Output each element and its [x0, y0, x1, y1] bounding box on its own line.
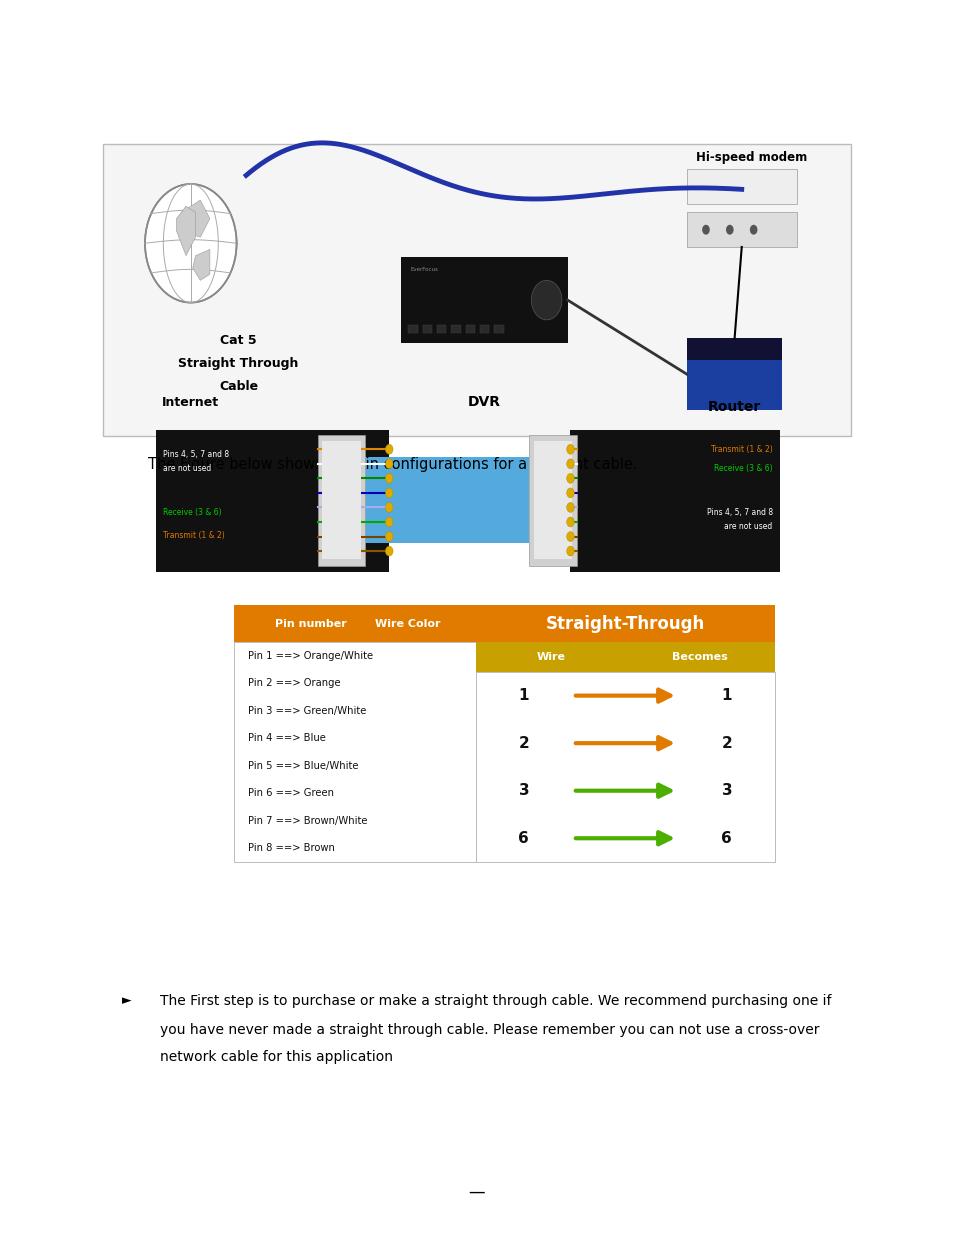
Text: 2: 2 [517, 736, 529, 751]
Text: 3: 3 [518, 783, 529, 798]
Circle shape [749, 225, 757, 235]
FancyBboxPatch shape [233, 605, 476, 642]
Polygon shape [181, 200, 210, 237]
Circle shape [566, 546, 574, 556]
Polygon shape [176, 206, 195, 256]
FancyBboxPatch shape [155, 430, 389, 572]
FancyBboxPatch shape [400, 257, 567, 343]
Circle shape [566, 503, 574, 513]
FancyBboxPatch shape [686, 338, 781, 359]
Text: Hi-speed modem: Hi-speed modem [695, 151, 806, 164]
Circle shape [566, 445, 574, 454]
Polygon shape [193, 249, 210, 280]
Circle shape [701, 225, 709, 235]
FancyBboxPatch shape [534, 441, 572, 559]
Text: you have never made a straight through cable. Please remember you can not use a : you have never made a straight through c… [160, 1023, 819, 1036]
Circle shape [145, 184, 236, 303]
FancyBboxPatch shape [686, 212, 796, 247]
Text: Pin 7 ==> Brown/White: Pin 7 ==> Brown/White [248, 816, 367, 826]
Text: Transmit (1 & 2): Transmit (1 & 2) [710, 445, 772, 453]
Text: Pin 6 ==> Green: Pin 6 ==> Green [248, 788, 334, 798]
Text: Pin 3 ==> Green/White: Pin 3 ==> Green/White [248, 706, 366, 716]
Circle shape [725, 225, 733, 235]
Bar [422, 325, 432, 333]
Text: Wire Color: Wire Color [375, 619, 440, 629]
Text: 1: 1 [518, 688, 529, 703]
Circle shape [385, 459, 393, 469]
Bar [479, 325, 489, 333]
Text: Receive (3 & 6): Receive (3 & 6) [163, 508, 221, 516]
Text: Router: Router [707, 400, 760, 414]
Text: Straight Through: Straight Through [178, 357, 298, 370]
Text: 3: 3 [720, 783, 731, 798]
Text: 1: 1 [720, 688, 731, 703]
FancyBboxPatch shape [233, 642, 476, 862]
Circle shape [566, 459, 574, 469]
Text: The First step is to purchase or make a straight through cable. We recommend pur: The First step is to purchase or make a … [160, 994, 831, 1008]
Bar [451, 325, 460, 333]
Text: EverFocus: EverFocus [410, 267, 437, 272]
Text: Pins 4, 5, 7 and 8: Pins 4, 5, 7 and 8 [706, 508, 772, 516]
FancyBboxPatch shape [686, 338, 781, 410]
Text: Pin number: Pin number [275, 619, 347, 629]
Text: 6: 6 [517, 831, 529, 846]
Circle shape [531, 280, 561, 320]
Text: The Figure below shows the pin configurations for a straight cable.: The Figure below shows the pin configura… [148, 457, 637, 472]
Text: network cable for this application: network cable for this application [160, 1050, 393, 1063]
Circle shape [385, 531, 393, 541]
FancyBboxPatch shape [476, 672, 774, 862]
Circle shape [566, 488, 574, 498]
Text: Receive (3 & 6): Receive (3 & 6) [714, 464, 772, 473]
FancyBboxPatch shape [103, 144, 850, 436]
Circle shape [385, 517, 393, 527]
Text: —: — [468, 1182, 485, 1200]
Text: are not used: are not used [163, 464, 212, 473]
Circle shape [566, 517, 574, 527]
Text: Straight-Through: Straight-Through [545, 615, 704, 632]
Text: Pin 2 ==> Orange: Pin 2 ==> Orange [248, 678, 340, 688]
Circle shape [566, 473, 574, 483]
Circle shape [385, 473, 393, 483]
Circle shape [385, 488, 393, 498]
Text: are not used: are not used [723, 522, 772, 531]
FancyBboxPatch shape [317, 435, 365, 566]
Bar [408, 325, 417, 333]
Circle shape [385, 445, 393, 454]
FancyBboxPatch shape [529, 435, 577, 566]
Text: Pin 5 ==> Blue/White: Pin 5 ==> Blue/White [248, 761, 358, 771]
Text: Pin 4 ==> Blue: Pin 4 ==> Blue [248, 734, 326, 743]
FancyBboxPatch shape [570, 430, 780, 572]
Text: 2: 2 [720, 736, 732, 751]
Bar [436, 325, 446, 333]
Text: Pin 1 ==> Orange/White: Pin 1 ==> Orange/White [248, 651, 373, 661]
Text: ►: ► [122, 994, 132, 1008]
Bar [494, 325, 503, 333]
FancyBboxPatch shape [476, 642, 774, 672]
Text: Cat 5: Cat 5 [220, 333, 256, 347]
Circle shape [566, 531, 574, 541]
Circle shape [385, 503, 393, 513]
Text: 6: 6 [720, 831, 732, 846]
Text: Transmit (1 & 2): Transmit (1 & 2) [163, 531, 225, 540]
FancyBboxPatch shape [322, 441, 360, 559]
FancyBboxPatch shape [476, 605, 774, 642]
Text: DVR: DVR [467, 395, 500, 409]
Text: Pins 4, 5, 7 and 8: Pins 4, 5, 7 and 8 [163, 450, 229, 458]
FancyBboxPatch shape [686, 169, 796, 204]
Text: Pin 8 ==> Brown: Pin 8 ==> Brown [248, 844, 335, 853]
Text: Cable: Cable [218, 379, 258, 393]
Text: Wire: Wire [536, 652, 564, 662]
Text: Internet: Internet [162, 395, 219, 409]
Circle shape [385, 546, 393, 556]
FancyBboxPatch shape [365, 457, 529, 543]
Bar [465, 325, 475, 333]
Text: Becomes: Becomes [672, 652, 727, 662]
